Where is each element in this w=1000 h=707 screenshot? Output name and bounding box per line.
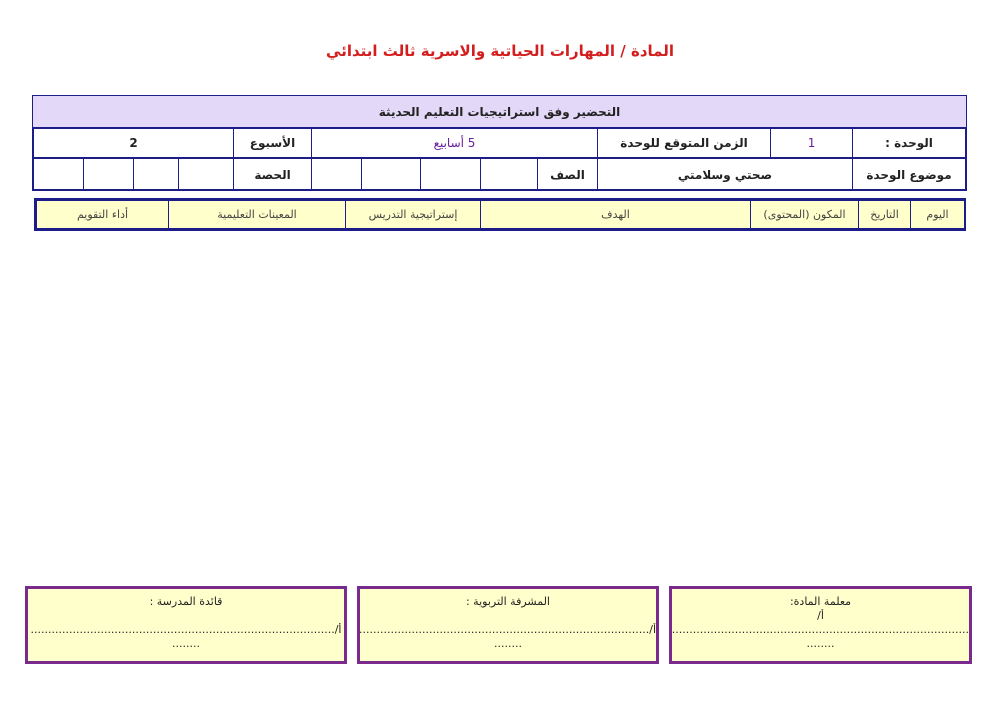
column-header: المكون (المحتوى) — [750, 200, 859, 229]
signature-line: أ/ — [817, 609, 824, 622]
signature-end: ........ — [172, 637, 200, 650]
empty-cell — [133, 158, 179, 191]
column-header: الهدف — [480, 200, 751, 229]
cell-label: الصف — [537, 158, 598, 191]
column-header: إستراتيجية التدريس — [345, 200, 481, 229]
empty-cell — [420, 158, 481, 191]
cell-label: موضوع الوحدة — [852, 158, 966, 191]
signature-dots: ........................................… — [672, 623, 969, 636]
signature-line: أ/......................................… — [30, 623, 342, 636]
signature-end: ........ — [806, 637, 835, 650]
signature-box: قائدة المدرسة : أ/......................… — [25, 586, 347, 664]
column-header: أداء التقويم — [36, 200, 169, 229]
cell-value: 1 — [770, 128, 853, 158]
empty-cell — [480, 158, 538, 191]
cell-value: 2 — [33, 128, 234, 158]
columns-table — [34, 198, 966, 231]
signature-label: معلمة المادة: — [789, 595, 852, 608]
empty-cell — [83, 158, 134, 191]
cell-value: 5 أسابيع — [311, 128, 598, 158]
empty-cell — [361, 158, 421, 191]
table-heading: التحضير وفق استراتيجيات التعليم الحديثة — [33, 96, 966, 128]
signature-box: معلمة المادة: أ/ .......................… — [669, 586, 972, 664]
column-header: التاريخ — [858, 200, 911, 229]
cell-label: الأسبوع — [233, 128, 312, 158]
page-title: المادة / المهارات الحياتية والاسرية ثالث… — [326, 42, 674, 60]
empty-cell — [33, 158, 84, 191]
cell-label: الحصة — [233, 158, 312, 191]
column-header: المعينات التعليمية — [168, 200, 346, 229]
signature-label: المشرفة التربوية : — [465, 595, 550, 608]
empty-cell — [178, 158, 234, 191]
signature-label: قائدة المدرسة : — [149, 595, 223, 608]
signature-box: المشرفة التربوية : أ/...................… — [357, 586, 659, 664]
empty-cell — [311, 158, 362, 191]
cell-label: الوحدة : — [852, 128, 966, 158]
cell-label: الزمن المتوقع للوحدة — [597, 128, 771, 158]
signature-end: ........ — [494, 637, 522, 650]
column-header: اليوم — [910, 200, 965, 229]
signature-line: أ/......................................… — [360, 623, 656, 636]
cell-value: صحتي وسلامتي — [597, 158, 853, 191]
